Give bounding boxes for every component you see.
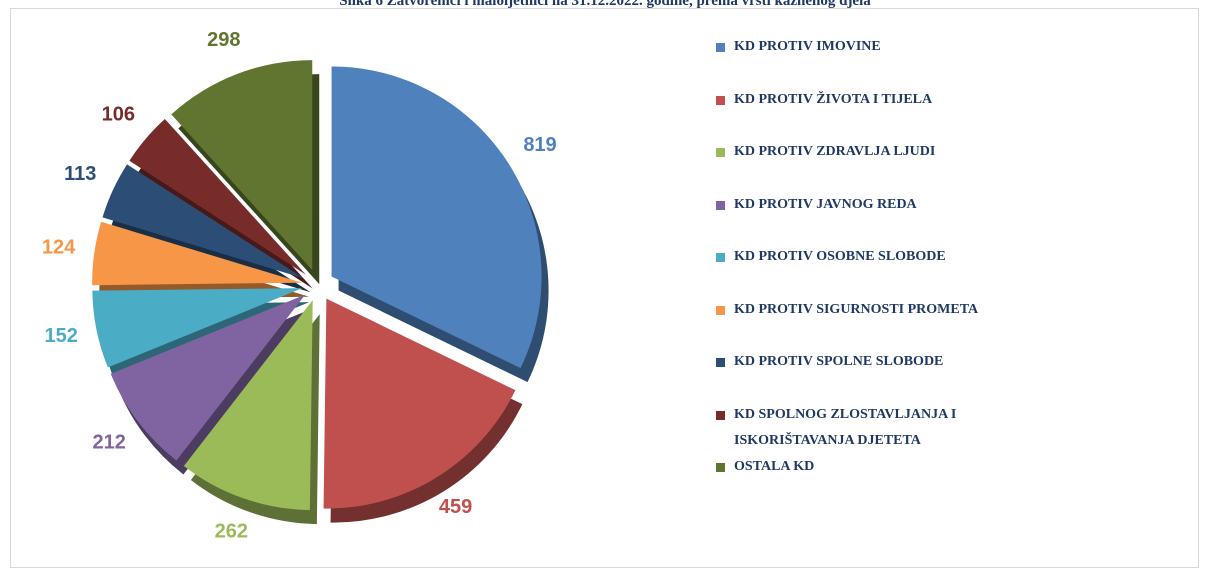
- legend-item: KD PROTIV OSOBNE SLOBODE: [716, 244, 1074, 270]
- data-label: 298: [207, 29, 240, 51]
- legend-label: KD PROTIV ŽIVOTA I TIJELA: [734, 91, 933, 107]
- slice: [331, 66, 542, 369]
- chart-title: Slika 6 Zatvorenici i maloljetnici na 31…: [339, 0, 871, 9]
- legend-label: KD PROTIV IMOVINE: [734, 39, 881, 54]
- slice: [323, 298, 516, 509]
- legend-swatch: [716, 305, 725, 315]
- slice: [92, 221, 303, 286]
- data-label: 106: [102, 104, 135, 126]
- legend-label: OSTALA KD: [734, 459, 815, 474]
- legend-label: KD PROTIV SPOLNE SLOBODE: [734, 354, 944, 369]
- data-label: 152: [45, 325, 78, 347]
- data-label: 212: [93, 432, 126, 454]
- legend-swatch: [716, 200, 725, 210]
- legend-item: KD PROTIV SPOLNE SLOBODE: [716, 349, 1074, 375]
- data-label: 124: [42, 236, 76, 258]
- legend-item: KD PROTIV ŽIVOTA I TIJELA: [716, 87, 1074, 113]
- legend-swatch: [716, 358, 725, 367]
- legend-swatch: [716, 463, 725, 472]
- data-label: 113: [64, 163, 96, 185]
- legend-swatch: [716, 148, 725, 157]
- legend-label: KD PROTIV JAVNOG REDA: [734, 196, 917, 212]
- legend-label: KD PROTIV SIGURNOSTI PROMETA: [734, 301, 979, 317]
- legend-item: KD PROTIV IMOVINE: [716, 34, 1074, 60]
- legend-swatch: [716, 43, 725, 52]
- data-label: 262: [215, 521, 248, 543]
- legend-item: KD PROTIV JAVNOG REDA: [716, 192, 1074, 218]
- legend-item: KD PROTIV ZDRAVLJA LJUDI: [716, 139, 1074, 165]
- slice: [102, 164, 304, 279]
- slice: [110, 294, 306, 461]
- legend-item: OSTALA KD: [716, 454, 1074, 480]
- legend-swatch: [716, 95, 725, 105]
- slice: [171, 60, 313, 271]
- slice: [129, 118, 306, 275]
- legend-label: KD SPOLNOG ZLOSTAVLJANJA I ISKORIŠTAVANJ…: [734, 406, 957, 448]
- data-label: 459: [439, 496, 472, 518]
- legend-swatch: [716, 253, 725, 262]
- legend-item: KD SPOLNOG ZLOSTAVLJANJA I ISKORIŠTAVANJ…: [716, 402, 1074, 454]
- legend-label: KD PROTIV ZDRAVLJA LJUDI: [734, 144, 936, 159]
- legend-label: KD PROTIV OSOBNE SLOBODE: [734, 249, 946, 264]
- chart: 819 459 262 212 152 124 113 106 298: [42, 29, 557, 543]
- legend-swatch: [716, 410, 725, 420]
- slice: [92, 288, 303, 368]
- slice: [183, 300, 313, 511]
- data-label: 819: [523, 134, 556, 156]
- legend-item: KD PROTIV SIGURNOSTI PROMETA: [716, 297, 1074, 323]
